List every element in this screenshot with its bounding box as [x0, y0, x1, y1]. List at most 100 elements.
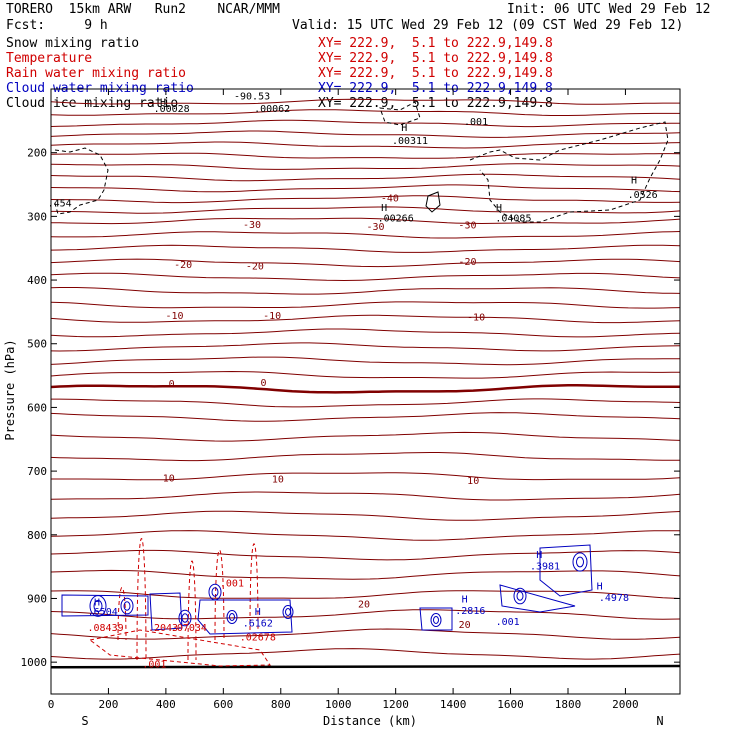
xy-rain: XY= 222.9, 5.1 to 222.9,149.8: [318, 66, 553, 81]
contour-annotation: .4978: [599, 593, 629, 604]
x-tick-label: 1200: [382, 698, 409, 711]
contour-annotation: .00266: [378, 214, 414, 225]
isotherm-line: [50, 231, 681, 239]
y-tick-label: 900: [27, 592, 47, 605]
contour-annotation: H: [94, 598, 100, 609]
cloud-water-center-inner: [93, 599, 103, 613]
cloud-water-center-inner: [433, 616, 439, 624]
rain-contour: [117, 587, 127, 641]
y-tick-label: 700: [27, 465, 47, 478]
isotherm-label: 20: [459, 620, 471, 631]
contour-annotation: .00311: [392, 136, 428, 147]
contour-annotation: H: [631, 175, 637, 186]
isotherm-line: [50, 431, 681, 442]
cloud-water-center-inner: [181, 613, 189, 623]
cloud-water-center: [572, 552, 588, 572]
isotherm-line: [50, 491, 681, 501]
rain-contour: [88, 629, 271, 667]
isotherm-line: [50, 287, 681, 295]
cloud-water-center-inner: [285, 608, 291, 616]
isotherm-line: [50, 184, 681, 193]
cloud-water-center: [120, 597, 134, 615]
isotherm-line: [50, 314, 681, 324]
valid-time: Valid: 15 UTC Wed 29 Feb 12 (09 CST Wed …: [292, 18, 684, 33]
contour-annotation: .0526: [628, 190, 658, 201]
isotherm-line: [50, 370, 680, 379]
isotherm-label: -40: [381, 193, 399, 204]
legend-rain: Rain water mixing ratio: [6, 66, 187, 81]
xy-temperature: XY= 222.9, 5.1 to 222.9,149.8: [318, 51, 553, 66]
x-tick-label: 200: [99, 698, 119, 711]
model-title: TORERO 15km ARW Run2 NCAR/MMM: [6, 2, 280, 17]
isotherm-label: 10: [163, 473, 175, 484]
y-tick-label: 300: [27, 210, 47, 223]
isotherm-line: [51, 398, 681, 408]
cloud-water-center: [282, 605, 294, 619]
x-tick-label: 1000: [325, 698, 352, 711]
cloud-water-contour: [539, 544, 593, 597]
isotherm-line: [50, 569, 681, 580]
snow-contour: [53, 147, 109, 215]
cloud-water-contour: [499, 584, 576, 613]
isotherm-line: [50, 258, 681, 268]
isotherm-line: [50, 412, 681, 422]
isotherm-line: [50, 98, 680, 105]
isotherm-label: 10: [467, 476, 479, 487]
y-tick-label: 600: [27, 401, 47, 414]
x-tick-label: 1600: [497, 698, 524, 711]
contour-annotation: .6162: [243, 619, 273, 630]
isotherm-line: [50, 530, 681, 541]
isotherm-label: -20: [246, 261, 264, 272]
isotherm-label: -30: [458, 221, 476, 232]
isotherm-line: [50, 648, 681, 660]
contour-annotation: .00062: [254, 104, 290, 115]
forecast-hour: Fcst: 9 h: [6, 18, 108, 33]
contour-annotation: -90.53: [234, 91, 270, 102]
x-tick-label: 600: [213, 698, 233, 711]
cloud-water-center-inner: [211, 587, 219, 597]
isotherm-line: [50, 609, 681, 620]
contour-annotation: .001: [220, 579, 244, 590]
isotherm-line: [50, 301, 681, 309]
contour-annotation: .00028: [154, 104, 190, 115]
contour-labels: -40 -30 -30 -30 -20 -20 -20 -10 -10 -10 0 0 10 10 10 20…: [48, 91, 658, 670]
isotherm-line: [50, 628, 681, 640]
cloud-water-contour: [197, 599, 293, 635]
isotherm-line: [50, 141, 681, 149]
cloud-water-center: [226, 610, 238, 624]
cloud-water-center: [178, 609, 192, 627]
contour-annotation: H: [160, 98, 166, 109]
contour-annotation: .6504: [88, 607, 118, 618]
south-label: S: [81, 714, 88, 728]
rain-contour: [214, 549, 225, 641]
x-tick-label: 400: [156, 698, 176, 711]
cloud-water-center-inner: [576, 556, 584, 568]
isotherm-line: [50, 163, 681, 170]
isotherm-lines: [50, 98, 681, 669]
contour-annotation: .07034: [171, 623, 207, 634]
ice-contour: [425, 191, 441, 213]
isotherm-label: -10: [165, 311, 183, 322]
cloud-water-center: [208, 583, 222, 601]
isotherm-label: -30: [243, 220, 261, 231]
surface-line: [50, 664, 681, 669]
isotherm-label: -10: [467, 312, 485, 323]
isotherm-label: 0: [261, 378, 267, 389]
xy-snow: XY= 222.9, 5.1 to 222.9,149.8: [318, 36, 553, 51]
legend-temperature: Temperature: [6, 51, 93, 66]
y-tick-label: 500: [27, 338, 47, 351]
isotherm-line: [50, 510, 681, 521]
contour-annotation: .3981: [530, 561, 560, 572]
isotherm-line: [51, 217, 681, 225]
y-tick-label: 800: [27, 529, 47, 542]
isotherm-line: [50, 173, 681, 182]
x-tick-label: 800: [271, 698, 291, 711]
y-tick-label: 1000: [21, 656, 48, 669]
x-tick-label: 1400: [440, 698, 467, 711]
isotherm-line: [50, 549, 681, 561]
axis-ticks: 0 200 400 600 800 1000 1200 1400 1600 1800 2000200…: [21, 89, 680, 711]
contour-annotation: .001: [142, 659, 166, 670]
isotherm-line: [50, 130, 681, 138]
ice-contour: [469, 121, 669, 223]
x-tick-label: 0: [48, 698, 55, 711]
